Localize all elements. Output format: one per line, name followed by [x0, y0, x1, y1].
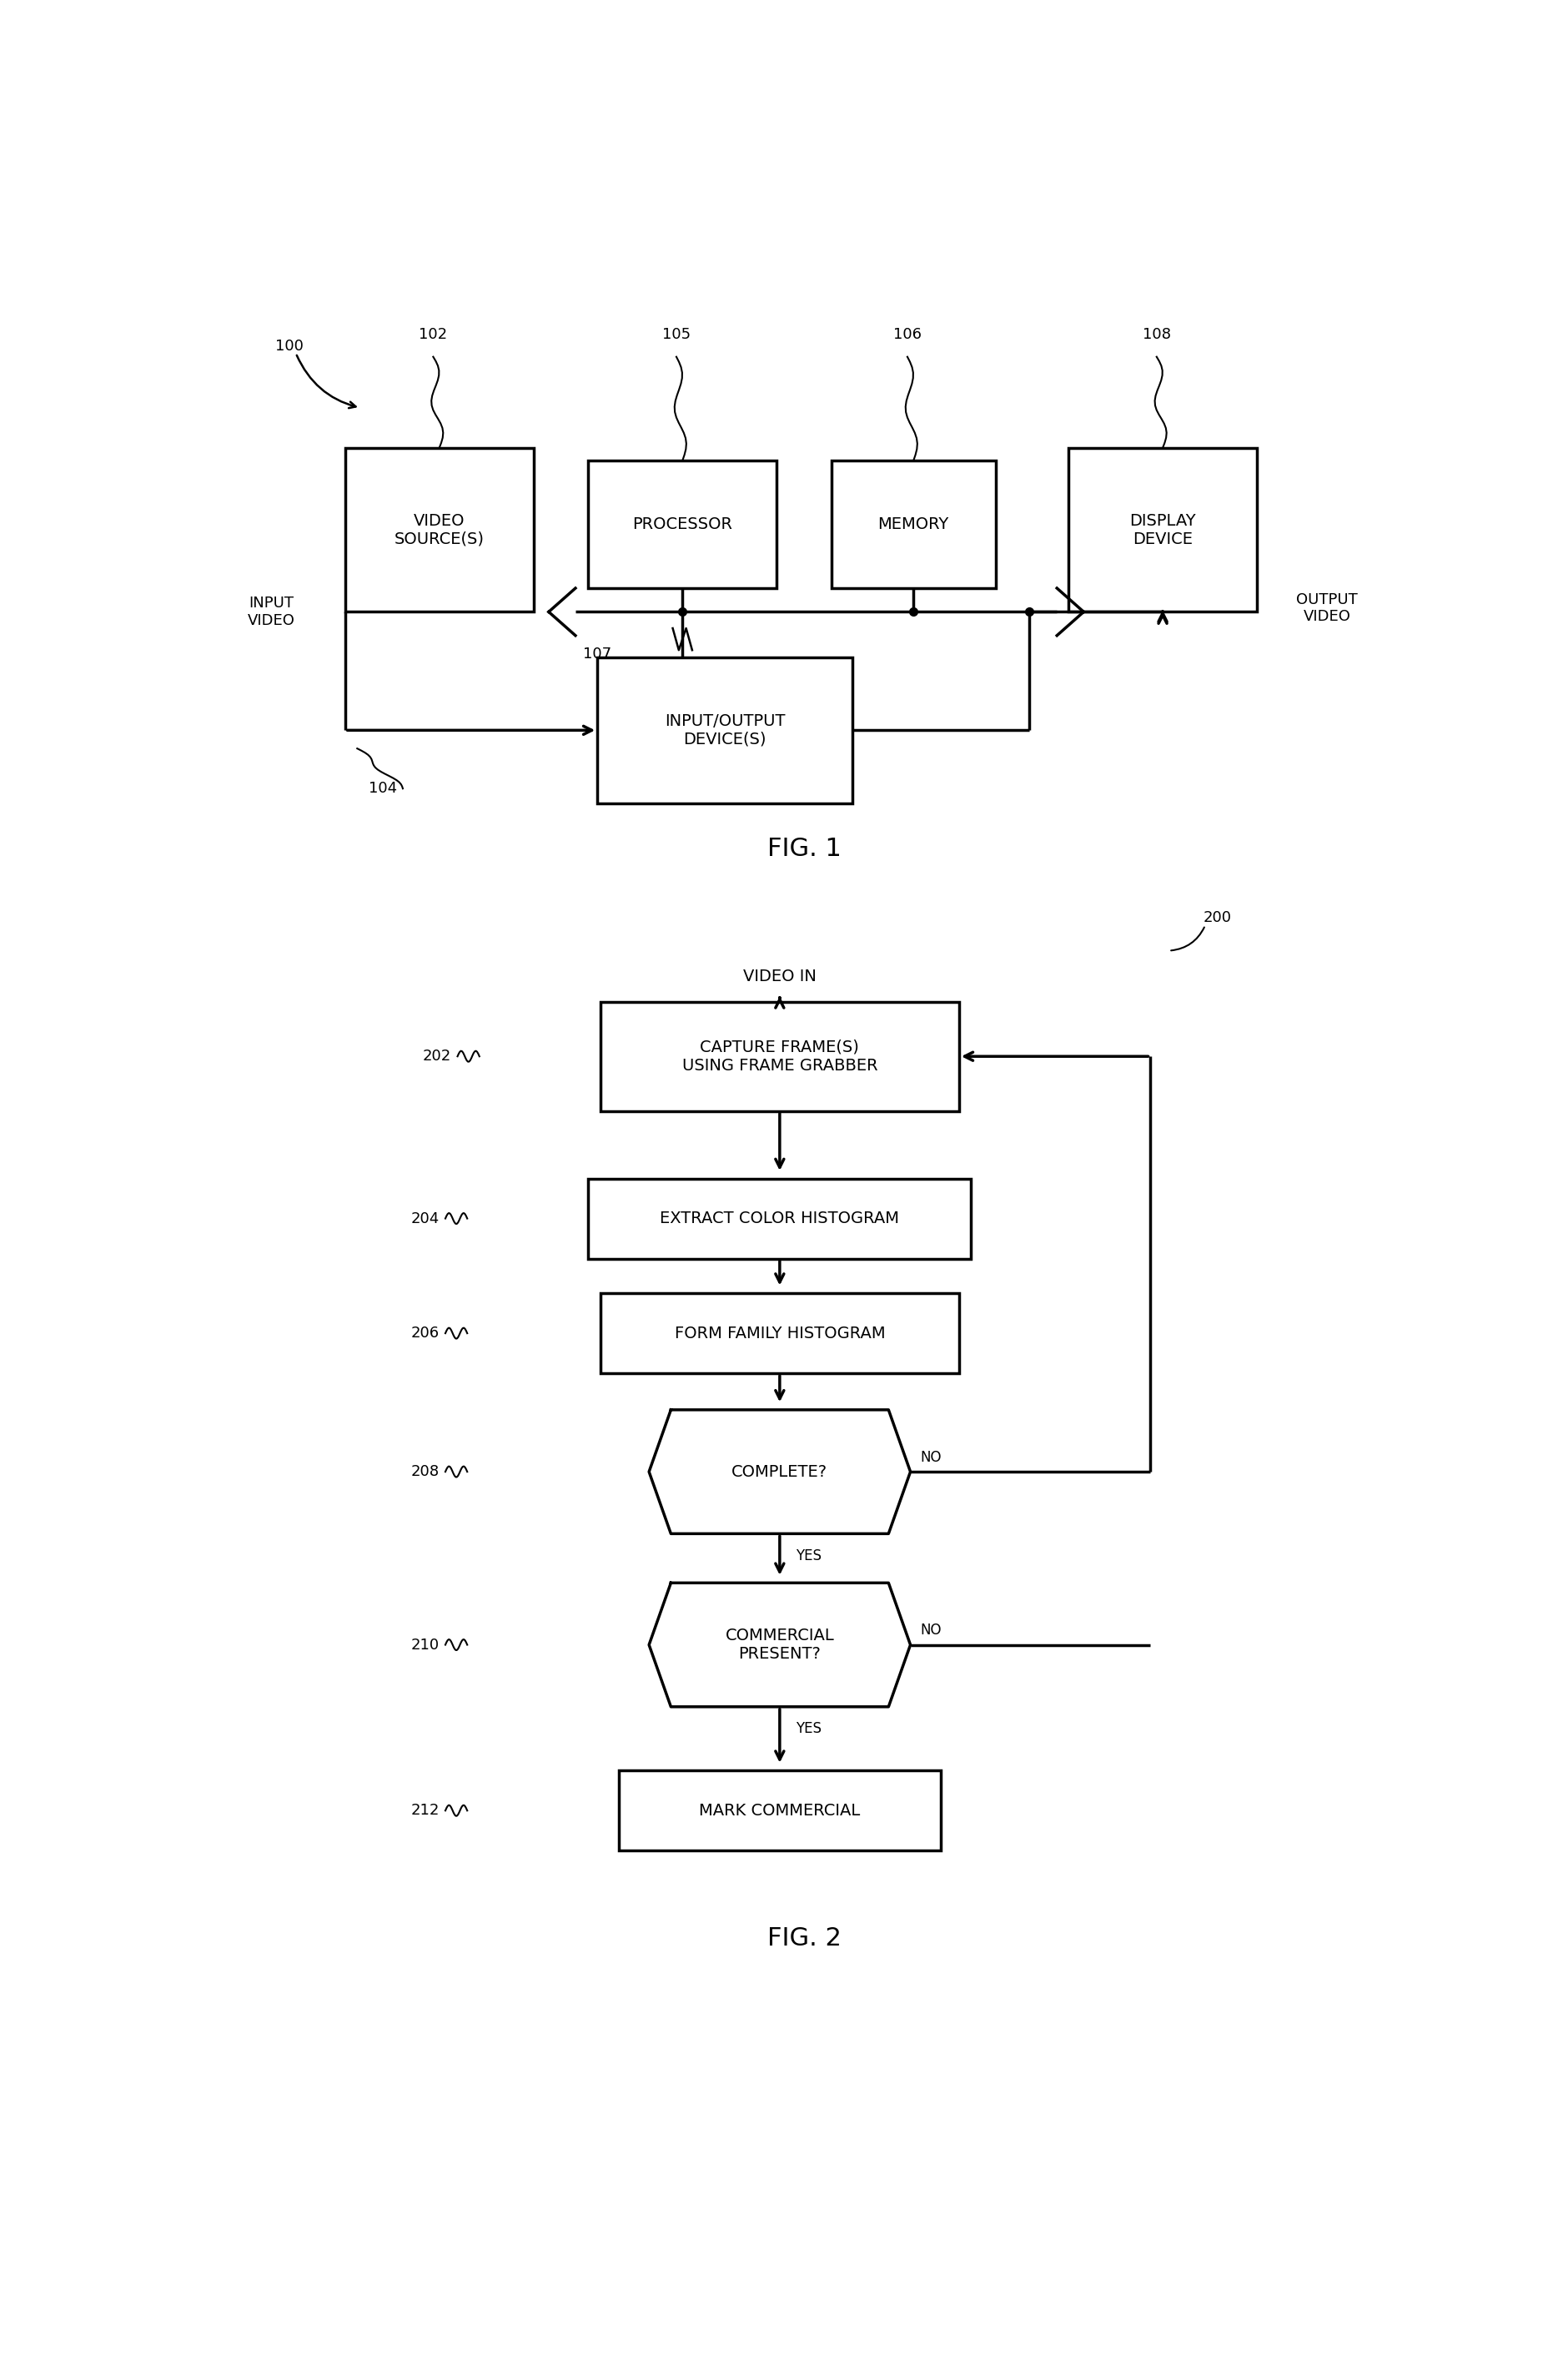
Text: 100: 100 — [274, 338, 303, 353]
Text: YES: YES — [795, 1547, 822, 1564]
Bar — [588, 1178, 971, 1259]
Bar — [588, 461, 776, 589]
Bar — [601, 1001, 958, 1112]
Text: 106: 106 — [892, 327, 920, 343]
Bar — [601, 1294, 958, 1372]
Text: 202: 202 — [423, 1048, 452, 1065]
Text: NO: NO — [920, 1623, 941, 1637]
Text: 210: 210 — [411, 1637, 439, 1651]
Text: OUTPUT
VIDEO: OUTPUT VIDEO — [1295, 592, 1356, 625]
Text: 102: 102 — [419, 327, 447, 343]
Text: 104: 104 — [368, 781, 397, 795]
Bar — [345, 447, 533, 613]
Text: 206: 206 — [411, 1325, 439, 1342]
Text: FIG. 1: FIG. 1 — [767, 838, 840, 861]
Bar — [1068, 447, 1256, 613]
Text: INPUT
VIDEO: INPUT VIDEO — [248, 596, 295, 627]
Text: MEMORY: MEMORY — [878, 516, 949, 532]
Bar — [831, 461, 996, 589]
Text: NO: NO — [920, 1450, 941, 1465]
Text: 208: 208 — [411, 1465, 439, 1479]
Bar — [597, 658, 853, 802]
Text: EXTRACT COLOR HISTOGRAM: EXTRACT COLOR HISTOGRAM — [660, 1211, 898, 1226]
Text: COMPLETE?: COMPLETE? — [731, 1465, 828, 1479]
Text: FORM FAMILY HISTOGRAM: FORM FAMILY HISTOGRAM — [674, 1325, 884, 1342]
Bar — [618, 1770, 941, 1850]
Text: FIG. 2: FIG. 2 — [767, 1926, 840, 1950]
Text: CAPTURE FRAME(S)
USING FRAME GRABBER: CAPTURE FRAME(S) USING FRAME GRABBER — [682, 1039, 877, 1074]
Text: MARK COMMERCIAL: MARK COMMERCIAL — [699, 1803, 859, 1819]
Text: 105: 105 — [662, 327, 690, 343]
Text: VIDEO IN: VIDEO IN — [743, 968, 815, 984]
Text: 212: 212 — [411, 1803, 439, 1817]
Text: 204: 204 — [411, 1211, 439, 1226]
Text: DISPLAY
DEVICE: DISPLAY DEVICE — [1129, 513, 1195, 547]
Text: 108: 108 — [1142, 327, 1170, 343]
Text: VIDEO
SOURCE(S): VIDEO SOURCE(S) — [394, 513, 485, 547]
Text: YES: YES — [795, 1720, 822, 1737]
Text: INPUT/OUTPUT
DEVICE(S): INPUT/OUTPUT DEVICE(S) — [665, 712, 786, 748]
Text: COMMERCIAL
PRESENT?: COMMERCIAL PRESENT? — [724, 1628, 834, 1661]
Text: 200: 200 — [1203, 911, 1231, 925]
Text: 107: 107 — [583, 646, 612, 660]
Text: PROCESSOR: PROCESSOR — [632, 516, 732, 532]
